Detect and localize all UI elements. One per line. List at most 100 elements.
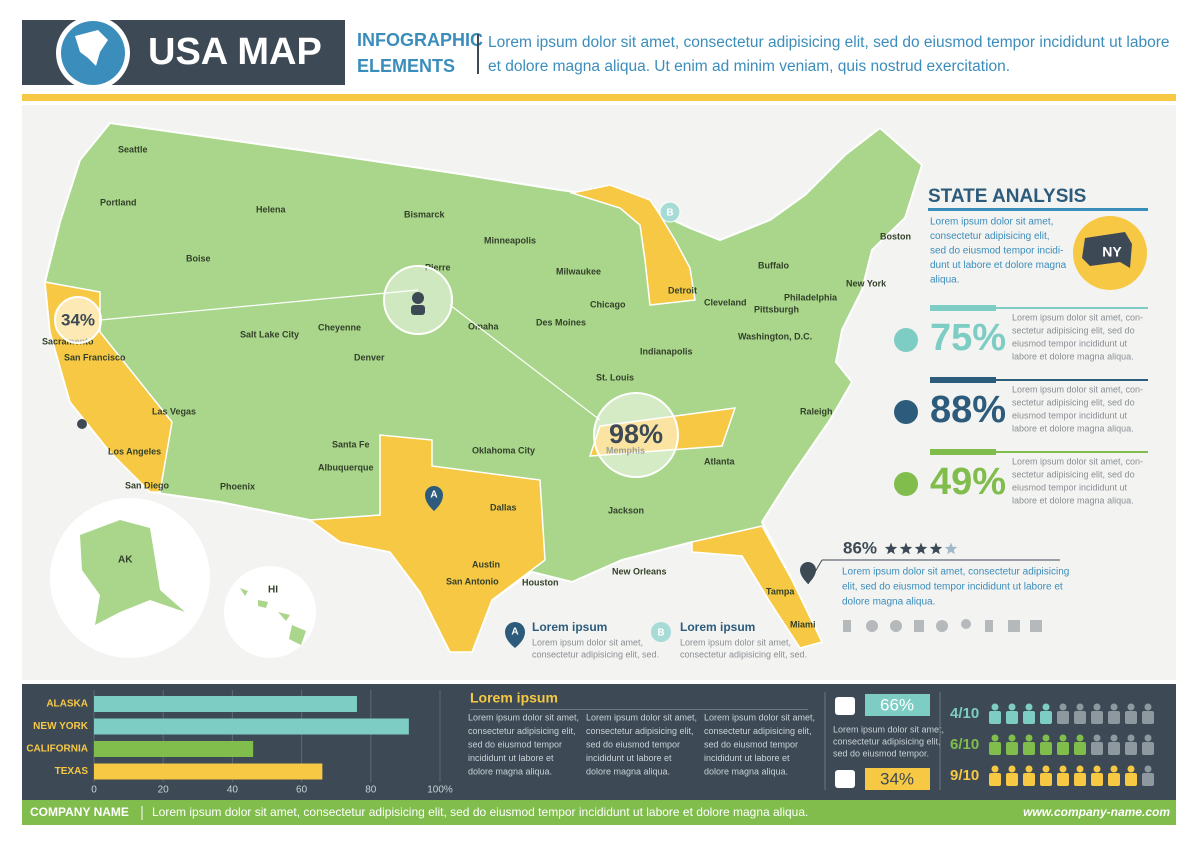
person-body xyxy=(1006,773,1018,786)
notes-text: Lorem ipsum dolor sit amet, xyxy=(468,712,579,722)
poll-box xyxy=(865,694,930,716)
icon xyxy=(1008,620,1020,632)
ny-shape xyxy=(1082,232,1132,268)
legend-marker-label: A xyxy=(511,627,518,638)
icon xyxy=(866,620,878,632)
person-head xyxy=(1025,765,1033,773)
star xyxy=(884,542,898,555)
legend-marker-label: B xyxy=(657,628,664,639)
person-body xyxy=(1074,773,1086,786)
city-label: Los Angeles xyxy=(108,446,161,456)
rating-text: elit, sed do eiusmod tempor incididunt u… xyxy=(842,582,1063,593)
city-label: New York xyxy=(846,278,887,288)
person-icon xyxy=(1006,703,1018,724)
stat-rule xyxy=(996,451,1148,453)
person-head xyxy=(1059,765,1067,773)
person-icon xyxy=(411,305,425,315)
person-icon xyxy=(1091,703,1103,724)
badge-label: NY xyxy=(1102,244,1122,260)
hawaii-inset xyxy=(224,566,316,658)
bar xyxy=(94,741,254,757)
panel-text: Lorem ipsum dolor sit amet, xyxy=(930,217,1053,228)
notes-text: incididunt ut labore et xyxy=(704,753,790,763)
person-body xyxy=(1091,742,1103,755)
city-label: Atlanta xyxy=(704,456,735,466)
x-tick-label: 80 xyxy=(365,785,377,796)
poll-text: sed do eiusmod tempor. xyxy=(833,748,929,758)
person-icon xyxy=(1091,765,1103,786)
legend-marker xyxy=(651,622,671,642)
stat-text: labore et dolore magna aliqua. xyxy=(1012,495,1134,505)
person-head xyxy=(1042,703,1050,711)
stat-text: labore et dolore magna aliqua. xyxy=(1012,423,1134,433)
person-body xyxy=(1125,742,1137,755)
person-body xyxy=(1040,773,1052,786)
stat-rule xyxy=(996,307,1148,309)
city-label: Miami xyxy=(790,619,816,629)
city-label: Oklahoma City xyxy=(472,445,535,455)
stat-text: sectetur adipisicing elit, sed do xyxy=(1012,469,1135,479)
location-pin xyxy=(800,562,816,584)
person-body xyxy=(1125,773,1137,786)
city-label: Portland xyxy=(100,197,137,207)
footer xyxy=(22,800,1176,825)
icon xyxy=(914,620,924,632)
stat-text: eiusmod tempor incididunt ut xyxy=(1012,410,1128,420)
stat-text: eiusmod tempor incididunt ut xyxy=(1012,482,1128,492)
city-label: Dallas xyxy=(490,502,517,512)
y-tick-label: TEXAS xyxy=(55,766,89,777)
city-label: Santa Fe xyxy=(332,439,370,449)
person-icon xyxy=(1074,765,1086,786)
person-icon xyxy=(1074,734,1086,755)
city-label: Cleveland xyxy=(704,297,747,307)
header-rule xyxy=(22,94,1176,101)
person-head xyxy=(1076,734,1084,742)
person-icon xyxy=(1142,734,1154,755)
icon xyxy=(936,620,948,632)
person-head xyxy=(991,703,999,711)
marker-b xyxy=(659,201,681,223)
people-rows: 4/10 6/10 9/10 xyxy=(950,703,1154,786)
people-label: 6/10 xyxy=(950,736,979,753)
city-label: Boston xyxy=(880,231,911,241)
legend-text: Lorem ipsum dolor sit amet, xyxy=(680,637,791,647)
icon xyxy=(985,620,993,632)
people-label: 9/10 xyxy=(950,767,979,784)
stat-text: sectetur adipisicing elit, sed do xyxy=(1012,397,1135,407)
notes-text: consectetur adipisicing elit, xyxy=(704,726,812,736)
city-label: Minneapolis xyxy=(484,235,536,245)
description: Lorem ipsum dolor sit amet, consectetur … xyxy=(488,34,1170,51)
person-icon xyxy=(1091,734,1103,755)
people-label: 4/10 xyxy=(950,705,979,722)
bar xyxy=(94,763,323,780)
person-icon xyxy=(1074,703,1086,724)
notes-text: consectetur adipisicing elit, xyxy=(468,726,576,736)
city-label: Indianapolis xyxy=(640,346,693,356)
person-body xyxy=(1108,711,1120,724)
city-label: San Diego xyxy=(125,480,170,490)
person-head xyxy=(1093,703,1101,711)
notes-text: Lorem ipsum dolor sit amet, xyxy=(704,712,815,722)
city-label: Pittsburgh xyxy=(754,304,799,314)
person-body xyxy=(1091,773,1103,786)
person-icon xyxy=(1006,734,1018,755)
person-head xyxy=(1042,765,1050,773)
notes-text: sed do eiusmod tempor xyxy=(468,739,562,749)
hawaii-shape xyxy=(240,588,306,645)
person-body xyxy=(1057,742,1069,755)
stars xyxy=(884,542,958,555)
marker-label: B xyxy=(666,208,673,219)
notes-rule xyxy=(470,709,808,710)
city-label: Seattle xyxy=(118,144,148,154)
person-head xyxy=(1144,703,1152,711)
city-label: Cheyenne xyxy=(318,322,361,332)
person-body xyxy=(1057,711,1069,724)
city-label: New Orleans xyxy=(612,566,667,576)
person-head xyxy=(1042,734,1050,742)
y-tick-label: ALASKA xyxy=(46,699,88,710)
poll-label: 66% xyxy=(880,695,914,714)
person-body xyxy=(1023,711,1035,724)
person-head xyxy=(1093,765,1101,773)
person-body xyxy=(1006,742,1018,755)
connector xyxy=(99,289,419,321)
